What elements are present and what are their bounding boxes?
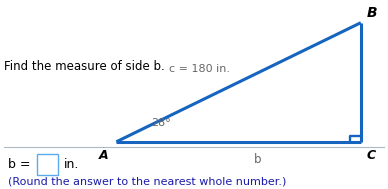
Text: B: B	[367, 6, 377, 20]
Text: in.: in.	[64, 158, 80, 171]
Text: C: C	[367, 149, 376, 162]
Text: 28°: 28°	[151, 118, 171, 128]
Text: b =: b =	[8, 158, 34, 171]
Text: Find the measure of side b.: Find the measure of side b.	[4, 60, 165, 73]
Text: b: b	[254, 153, 262, 166]
Text: (Round the answer to the nearest whole number.): (Round the answer to the nearest whole n…	[8, 177, 286, 186]
Text: c = 180 in.: c = 180 in.	[169, 64, 230, 74]
Bar	[37, 154, 58, 175]
Text: A: A	[99, 149, 109, 162]
